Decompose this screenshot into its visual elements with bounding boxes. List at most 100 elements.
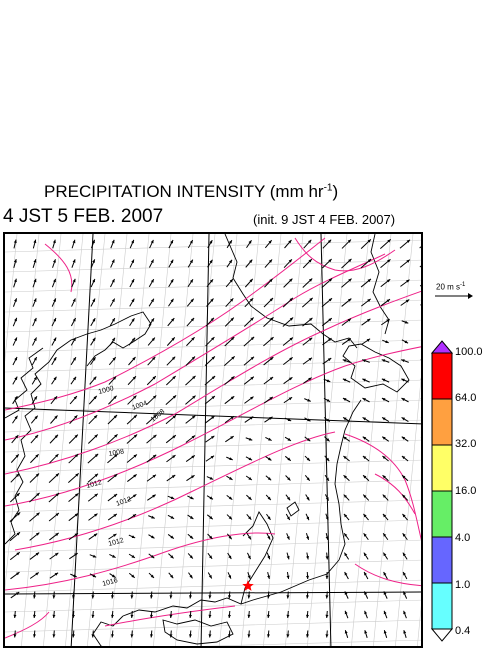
wind-arrow xyxy=(401,378,409,383)
wind-arrow xyxy=(286,591,290,599)
wind-arrow xyxy=(31,356,38,366)
wind-arrow xyxy=(32,630,36,638)
wind-arrow xyxy=(380,258,391,269)
wind-arrow xyxy=(263,336,274,347)
wind-arrow xyxy=(68,434,79,444)
wind-arrow xyxy=(264,416,273,423)
wind-arrow xyxy=(108,376,117,385)
isobar-label: 1012 xyxy=(86,479,103,490)
wind-arrow xyxy=(321,297,333,308)
wind-arrow xyxy=(187,553,194,559)
wind-arrow xyxy=(167,514,175,520)
wind-arrow xyxy=(306,552,310,560)
wind-arrow xyxy=(12,298,18,307)
wind-arrow xyxy=(305,591,309,599)
colorbar-label-0-4: 0.4 xyxy=(455,625,471,637)
wind-arrow xyxy=(167,317,175,327)
wind-arrow xyxy=(87,434,99,444)
wind-arrow xyxy=(149,630,153,638)
grid-line-major xyxy=(320,234,332,646)
wind-arrow xyxy=(226,475,233,481)
meridian-line xyxy=(21,234,62,646)
wind-arrow xyxy=(380,278,391,288)
meridian-line xyxy=(263,234,304,646)
wind-arrow xyxy=(130,610,134,619)
wind-arrow xyxy=(401,320,409,324)
wind-arrow xyxy=(341,278,352,288)
parallel-line xyxy=(5,419,421,433)
wind-arrow xyxy=(321,317,333,327)
wind-arrow xyxy=(362,494,370,501)
wind-arrow xyxy=(49,552,59,560)
wind-arrow xyxy=(401,339,409,344)
wind-arrow xyxy=(51,337,57,346)
wind-arrow xyxy=(422,514,423,520)
wind-arrow xyxy=(302,258,313,269)
location-marker xyxy=(242,580,254,591)
wind-arrow xyxy=(168,259,174,268)
meridian-line xyxy=(153,234,194,646)
wind-arrow xyxy=(264,259,273,268)
latlon-grid xyxy=(5,234,421,646)
wind-arrow xyxy=(108,395,117,405)
wind-arrow xyxy=(51,356,57,366)
wind-arrow xyxy=(12,356,18,366)
wind-arrow xyxy=(420,437,421,438)
wind-arrow xyxy=(128,534,136,539)
meridian-line xyxy=(131,234,172,646)
wind-arrow xyxy=(401,416,409,423)
parallel-line xyxy=(5,399,421,413)
isobar-label: 1016 xyxy=(102,577,119,588)
red-star-marker xyxy=(242,580,254,591)
wind-arrow xyxy=(146,434,157,444)
wind-arrow xyxy=(149,239,154,249)
wind-arrow xyxy=(91,591,95,599)
wind-arrow xyxy=(344,591,349,599)
parallel-line xyxy=(5,479,421,493)
wind-arrow xyxy=(149,610,153,619)
wind-arrow xyxy=(226,533,233,540)
wind-arrow xyxy=(362,436,370,442)
wind-arrow xyxy=(286,630,290,638)
wind-arrow xyxy=(284,436,292,442)
wind-arrow xyxy=(110,278,115,288)
wind-arrow xyxy=(360,258,372,269)
wind-arrow xyxy=(206,298,214,307)
wind-arrow xyxy=(422,495,423,501)
wind-arrow xyxy=(169,610,173,619)
wind-arrow xyxy=(266,630,270,638)
wind-arrow xyxy=(402,513,408,521)
wind-arrow xyxy=(343,455,350,462)
wind-arrow xyxy=(32,591,36,599)
wind-arrow xyxy=(165,394,177,406)
wind-arrow xyxy=(282,337,294,346)
wind-arrow xyxy=(247,610,251,619)
wind-arrow xyxy=(70,356,77,366)
wind-arrow xyxy=(71,259,76,268)
wind-arrow xyxy=(51,298,57,307)
wind-arrow xyxy=(244,317,254,327)
wind-arrow xyxy=(126,434,138,444)
wind-arrow xyxy=(282,317,294,327)
wind-arrow xyxy=(188,572,193,579)
wind-arrow xyxy=(265,494,272,501)
wind-arrow xyxy=(422,340,423,344)
wind-arrow xyxy=(49,532,59,541)
wind-arrow xyxy=(304,398,311,402)
wind-arrow xyxy=(306,571,310,580)
wind-arrow xyxy=(129,259,135,268)
wind-arrow xyxy=(29,492,40,503)
wind-arrow xyxy=(48,492,60,503)
wind-arrow xyxy=(224,375,235,386)
wind-arrow xyxy=(243,356,255,366)
wind-arrow xyxy=(401,359,409,363)
wind-arrow xyxy=(401,455,409,462)
wind-vectors xyxy=(9,238,423,638)
wind-arrow xyxy=(401,494,409,501)
wind-arrow xyxy=(266,513,271,521)
wind-arrow xyxy=(52,610,56,619)
wind-arrow xyxy=(304,436,311,442)
wind-arrow xyxy=(206,278,214,288)
wind-arrow xyxy=(146,395,157,405)
isobar-line xyxy=(44,243,73,293)
